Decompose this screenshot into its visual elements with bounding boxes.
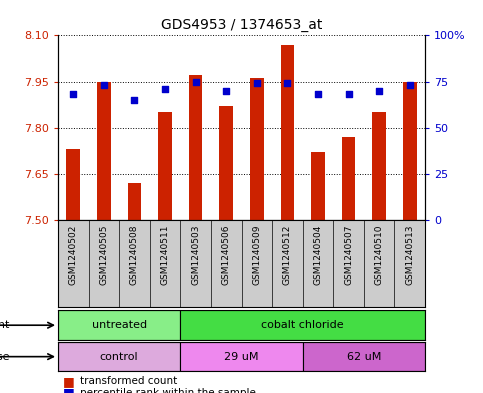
Text: GSM1240504: GSM1240504 (313, 224, 323, 285)
Point (345, 91, 353, 97)
Point (253, 80, 261, 86)
Point (192, 79, 199, 85)
Text: GSM1240502: GSM1240502 (69, 224, 78, 285)
Point (375, 88, 383, 94)
Bar (372, 112, 386, 220)
Point (314, 91, 322, 97)
Title: GDS4953 / 1374653_at: GDS4953 / 1374653_at (161, 18, 322, 31)
Bar (341, 137, 355, 220)
Text: GSM1240508: GSM1240508 (130, 224, 139, 285)
Bar (303, 342, 425, 371)
Point (161, 86, 169, 92)
Point (70, 91, 77, 97)
Text: control: control (100, 352, 139, 362)
Text: 62 uM: 62 uM (347, 352, 381, 362)
Bar (128, 183, 142, 220)
Text: ■: ■ (63, 386, 74, 393)
Text: GSM1240511: GSM1240511 (160, 224, 170, 285)
Text: untreated: untreated (92, 320, 147, 330)
Text: agent: agent (0, 320, 10, 330)
Text: GSM1240506: GSM1240506 (222, 224, 231, 285)
Text: percentile rank within the sample: percentile rank within the sample (80, 388, 256, 393)
Text: cobalt chloride: cobalt chloride (261, 320, 344, 330)
Bar (58, 310, 180, 340)
Bar (58, 342, 180, 371)
Bar (219, 106, 233, 220)
Point (284, 80, 291, 86)
Text: transformed count: transformed count (80, 376, 177, 386)
Bar (311, 152, 325, 220)
Text: dose: dose (0, 352, 10, 362)
Text: 29 uM: 29 uM (224, 352, 259, 362)
Text: GSM1240507: GSM1240507 (344, 224, 353, 285)
Point (100, 82, 108, 88)
Bar (158, 112, 172, 220)
Text: GSM1240513: GSM1240513 (405, 224, 414, 285)
Text: GSM1240509: GSM1240509 (252, 224, 261, 285)
Text: GSM1240510: GSM1240510 (375, 224, 384, 285)
Text: GSM1240503: GSM1240503 (191, 224, 200, 285)
Bar (180, 310, 425, 340)
Bar (281, 44, 294, 220)
Bar (97, 81, 111, 220)
Bar (250, 79, 264, 220)
Point (406, 82, 413, 88)
Text: GSM1240512: GSM1240512 (283, 224, 292, 285)
Bar (66, 149, 80, 220)
Bar (403, 81, 417, 220)
Point (222, 88, 230, 94)
Text: ■: ■ (63, 375, 74, 388)
Bar (180, 342, 303, 371)
Bar (189, 75, 202, 220)
Point (130, 97, 138, 103)
Text: GSM1240505: GSM1240505 (99, 224, 108, 285)
